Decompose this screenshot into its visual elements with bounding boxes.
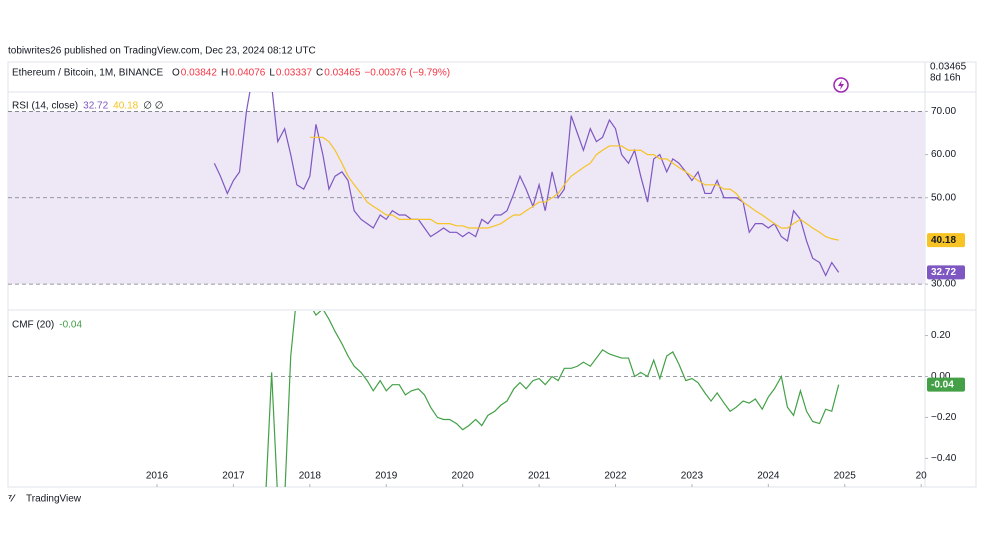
series-line [213, 92, 840, 277]
legend-value: -0.04 [59, 320, 82, 331]
plot [265, 311, 840, 487]
change: −0.00376 (−9.79%) [364, 68, 450, 79]
x-tick-label: 20 [916, 471, 928, 482]
y-tick-label: 70.00 [931, 106, 956, 117]
ohlc-label: C [316, 68, 323, 79]
logo: ⁷⁄ [8, 494, 16, 505]
last-value-label: -0.04 [931, 379, 954, 390]
last-value-badge [927, 233, 965, 248]
x-tick-label: 2016 [146, 471, 169, 482]
y-tick-label: 50.00 [931, 192, 956, 203]
series-line [309, 136, 839, 241]
plot [213, 92, 840, 277]
price: 0.03465 [930, 62, 967, 73]
ohlc-label: L [269, 68, 275, 79]
x-tick-label: 2018 [299, 471, 322, 482]
alert-icon[interactable] [833, 77, 849, 93]
x-tick-label: 2025 [834, 471, 857, 482]
ohlc-value: 0.04076 [229, 68, 266, 79]
y-tick-label: 0.20 [931, 330, 951, 341]
x-tick-label: 2023 [681, 471, 704, 482]
ohlc-value: 0.03337 [276, 68, 313, 79]
indicator-title: RSI (14, close) [12, 101, 78, 112]
last-value-badge [927, 377, 965, 392]
symbol: Ethereum / Bitcoin, 1M, BINANCE [12, 68, 163, 79]
countdown: 8d 16h [930, 73, 961, 84]
x-tick-label: 2019 [375, 471, 398, 482]
y-tick-label: 0.00 [931, 371, 951, 382]
ohlc-label: O [172, 68, 180, 79]
ohlc-value: 0.03842 [181, 68, 218, 79]
ohlc-label: H [221, 68, 228, 79]
x-tick-label: 2020 [452, 471, 475, 482]
y-tick-label: 30.00 [931, 279, 956, 290]
x-tick-label: 2024 [757, 471, 780, 482]
series-line [265, 311, 840, 487]
footer: TradingView [26, 494, 82, 505]
last-value-label: 32.72 [931, 267, 956, 278]
last-value-badge [927, 265, 965, 280]
y-tick-label: −0.40 [931, 453, 957, 464]
legend-value: 40.18 [113, 101, 138, 112]
x-tick-label: 2022 [604, 471, 627, 482]
y-tick-label: 60.00 [931, 149, 956, 160]
last-value-label: 40.18 [931, 235, 956, 246]
y-tick-label: −0.20 [931, 412, 957, 423]
legend-extra: ∅ ∅ [143, 101, 163, 112]
ohlc: O 0.03842 H 0.04076 L 0.03337 C 0.03465 −0.00376… [172, 68, 450, 79]
x-tick-label: 2017 [222, 471, 245, 482]
x-tick-label: 2021 [528, 471, 551, 482]
ohlc-value: 0.03465 [324, 68, 361, 79]
published: tobiwrites26 published on TradingView.co… [8, 46, 316, 57]
indicator-title: CMF (20) [12, 320, 54, 331]
legend-value: 32.72 [83, 101, 108, 112]
